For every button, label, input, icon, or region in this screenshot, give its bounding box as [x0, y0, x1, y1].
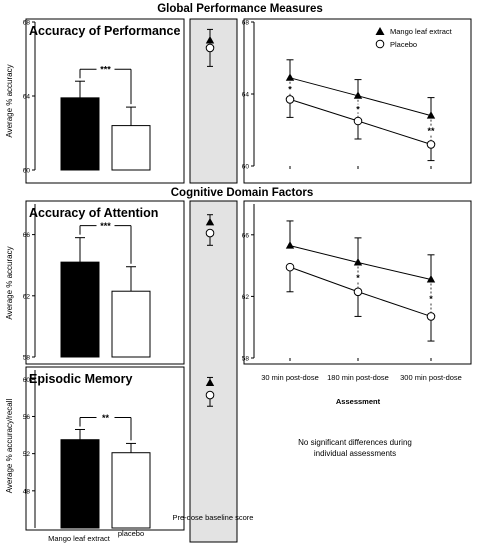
line-x-axis-label: Assessment	[336, 397, 381, 406]
memory-y-tick-label: 48	[23, 488, 31, 495]
attention-baseline-placebo-point	[205, 228, 215, 238]
performance-chart-title: Accuracy of Performance	[29, 24, 181, 38]
attention-line-significance-label: *	[429, 294, 433, 304]
legend-placebo-marker	[375, 39, 385, 49]
memory-chart-title: Episodic Memory	[29, 372, 133, 386]
attention-line-mango-point	[426, 274, 436, 283]
attention-line-significance-gap	[351, 273, 365, 282]
attention-line-y-tick-label: 66	[242, 232, 250, 239]
attention-line-significance-gap	[424, 293, 438, 302]
performance-y-axis-label: Average % accuracy	[5, 64, 14, 137]
attention-line-panel	[243, 200, 472, 365]
performance-significance-gap	[96, 65, 115, 74]
performance-y-tick-label: 64	[23, 94, 31, 101]
attention-bar-panel	[25, 200, 185, 365]
attention-y-tick-label: 58	[23, 355, 31, 362]
performance-y-tick-label: 60	[23, 168, 31, 175]
performance-y-tick-label: 68	[23, 20, 31, 27]
x-tick-label-300: 300 min post-dose	[400, 373, 462, 382]
performance-line-y-tick-label: 60	[242, 164, 250, 171]
performance-line-placebo-point	[426, 140, 436, 149]
attention-y-tick-label: 66	[23, 232, 31, 239]
memory-y-axis-label: Average % accuracy/recall	[5, 398, 14, 493]
x-tick-label-180: 180 min post-dose	[327, 373, 389, 382]
attention-line-mango-point	[285, 241, 295, 249]
attention-significance-label: ***	[100, 221, 111, 231]
attention-line-placebo-point	[285, 262, 295, 272]
legend-placebo-label: Placebo	[390, 40, 417, 49]
attention-line-mango-point	[353, 258, 363, 266]
legend-mango-label: Mango leaf extract	[390, 27, 453, 36]
memory-significance-label: **	[102, 413, 110, 423]
memory-bar-mango	[60, 439, 100, 529]
figure-title: Global Performance Measures	[157, 3, 323, 15]
attention-baseline-mango-point	[205, 217, 215, 226]
performance-line-y-tick-label: 68	[242, 20, 250, 27]
attention-bar-mango	[60, 261, 100, 358]
performance-line-significance-label: **	[427, 126, 435, 136]
performance-line-mango-point	[426, 111, 436, 119]
attention-line-significance-label: *	[356, 273, 360, 283]
performance-line-panel	[243, 18, 472, 184]
baseline-panel-top	[189, 18, 238, 184]
attention-line-y-tick-label: 62	[242, 294, 250, 301]
performance-bar-placebo	[111, 125, 151, 171]
performance-baseline-mango-point	[205, 36, 215, 44]
performance-line-mango-point	[353, 91, 363, 99]
memory-baseline-placebo-point	[205, 390, 215, 400]
performance-line-significance-gap	[424, 126, 438, 134]
performance-line-mango-point	[285, 73, 295, 81]
performance-line-placebo-point	[353, 116, 363, 126]
memory-y-tick-label: 56	[23, 414, 31, 421]
attention-line-placebo-point	[353, 287, 363, 297]
chart-marks: 606468***586266***48525660**606468****58…	[23, 20, 438, 529]
attention-significance-gap	[96, 221, 115, 230]
performance-line-significance-label: *	[288, 85, 292, 95]
note-line-1: No significant differences during	[298, 438, 412, 447]
performance-bar-mango	[60, 97, 100, 171]
note-line-2: individual assessments	[314, 449, 396, 458]
attention-chart-title: Accuracy of Attention	[29, 206, 158, 220]
bar-category-placebo: placebo	[118, 529, 144, 538]
performance-significance-label: ***	[100, 65, 111, 75]
baseline-label: Pre-dose baseline score	[173, 513, 254, 522]
performance-line-significance-label: *	[356, 104, 360, 114]
attention-line-placebo-point	[426, 312, 436, 321]
legend-mango-marker	[375, 27, 385, 35]
memory-bar-placebo	[111, 452, 151, 529]
performance-line-placebo-point	[285, 95, 295, 104]
memory-significance-gap	[96, 413, 115, 422]
figure-subtitle: Cognitive Domain Factors	[171, 187, 314, 199]
memory-baseline-mango-point	[205, 378, 215, 387]
memory-y-tick-label: 52	[23, 451, 31, 458]
attention-y-axis-label: Average % accuracy	[5, 246, 14, 319]
performance-line-significance-gap	[283, 84, 297, 93]
x-tick-label-30: 30 min post-dose	[261, 373, 319, 382]
attention-line-y-tick-label: 58	[242, 356, 250, 363]
bar-category-mango: Mango leaf extract	[48, 534, 111, 543]
performance-bar-panel	[25, 18, 185, 184]
memory-y-tick-label: 60	[23, 377, 31, 384]
performance-baseline-placebo-point	[205, 43, 215, 53]
baseline-panel-bottom	[189, 200, 238, 543]
performance-line-y-tick-label: 64	[242, 92, 250, 99]
attention-bar-placebo	[111, 290, 151, 358]
attention-y-tick-label: 62	[23, 293, 31, 300]
legend: Mango leaf extract Placebo	[375, 27, 453, 49]
memory-bar-panel	[25, 366, 185, 531]
performance-line-significance-gap	[351, 104, 365, 113]
